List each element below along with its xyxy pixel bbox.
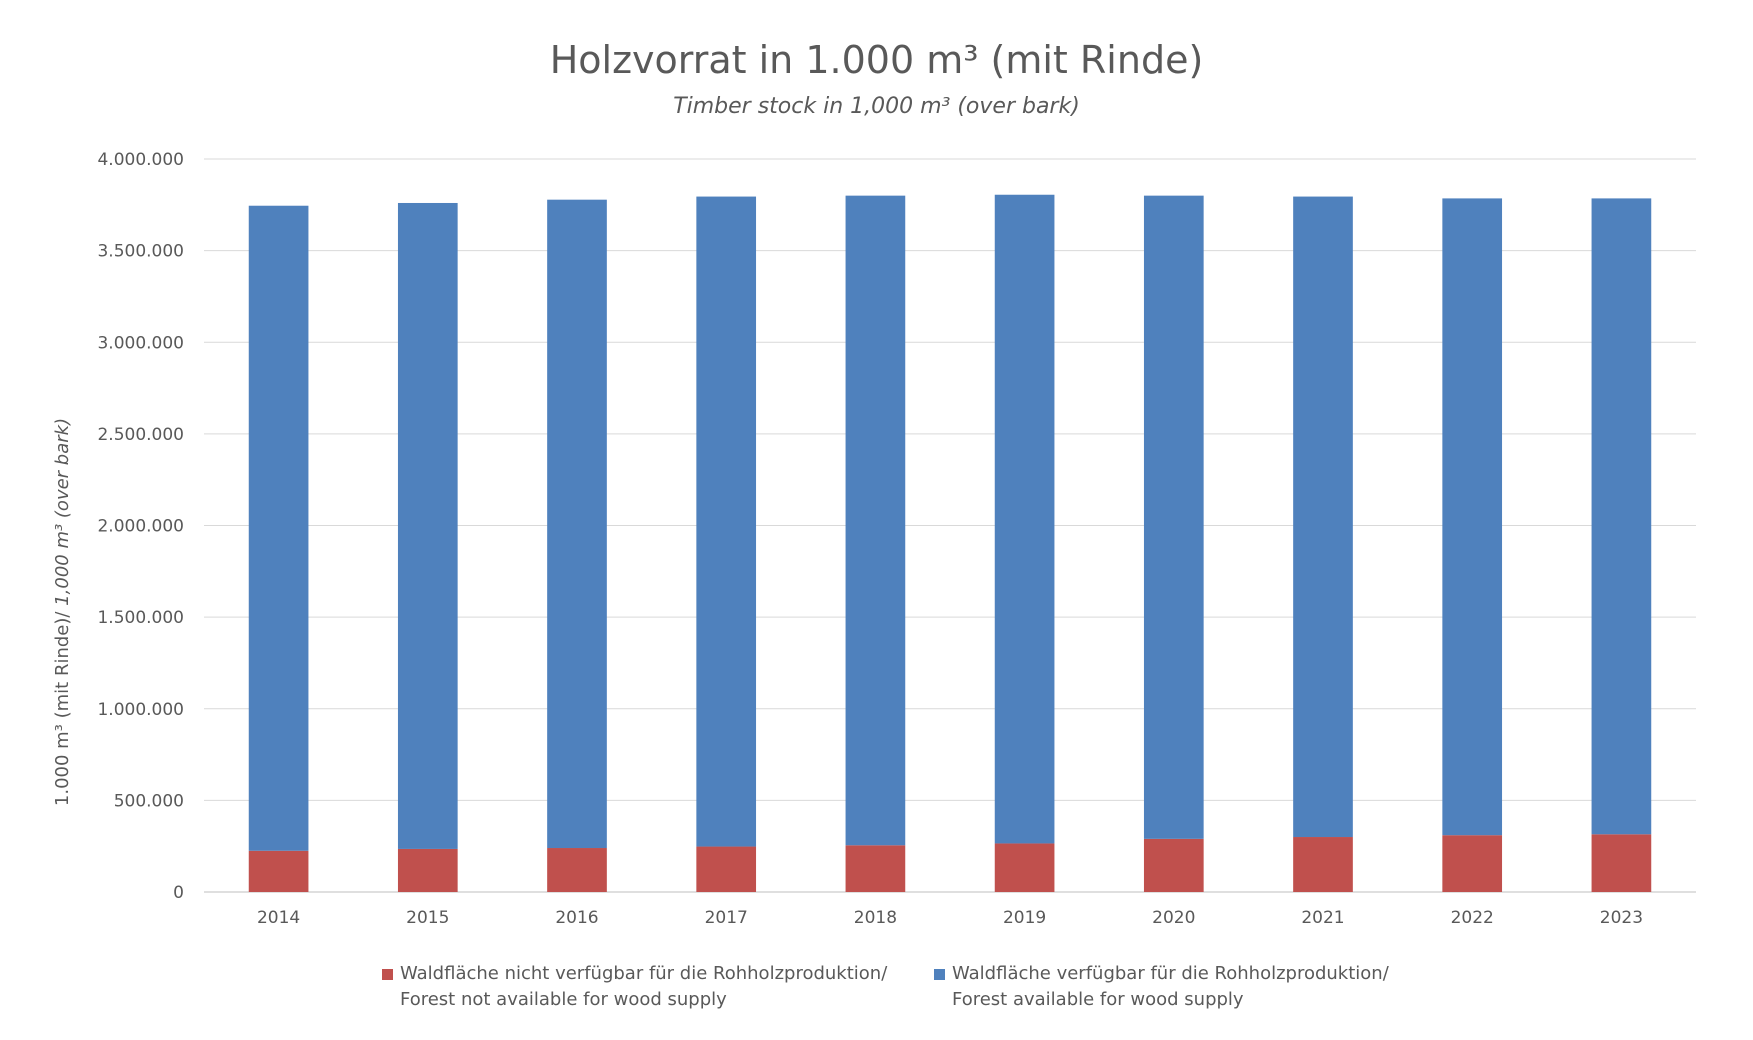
x-tick-label-2014: 2014 bbox=[257, 908, 300, 928]
y-tick-label: 1.500.000 bbox=[97, 608, 184, 628]
y-tick-label: 0 bbox=[173, 883, 184, 903]
bar-available-2023 bbox=[1591, 198, 1652, 835]
bar-not-available-2014 bbox=[248, 850, 309, 892]
bar-available-2014 bbox=[248, 205, 309, 851]
legend-label-available: Waldfläche verfügbar für die Rohholzprod… bbox=[952, 963, 1389, 984]
x-tick-label-2022: 2022 bbox=[1451, 908, 1494, 928]
bar-available-2016 bbox=[547, 199, 607, 849]
x-tick-label-2015: 2015 bbox=[406, 908, 449, 928]
legend-label-not-available-en: Forest not available for wood supply bbox=[400, 989, 727, 1010]
y-tick-label: 1.000.000 bbox=[97, 700, 184, 720]
bar-not-available-2022 bbox=[1442, 835, 1503, 892]
bar-not-available-2017 bbox=[696, 846, 757, 892]
bar-available-2021 bbox=[1293, 196, 1353, 838]
x-tick-label-2017: 2017 bbox=[705, 908, 748, 928]
bar-not-available-2019 bbox=[994, 843, 1055, 892]
y-axis-label-de: 1.000 m³ (mit Rinde)/ bbox=[52, 606, 73, 806]
bar-not-available-2021 bbox=[1293, 837, 1353, 892]
y-tick-label: 3.000.000 bbox=[97, 333, 184, 353]
y-axis-label-en: 1,000 m³ (over bark) bbox=[52, 418, 73, 606]
x-tick-label-2019: 2019 bbox=[1003, 908, 1046, 928]
x-tick-label-2016: 2016 bbox=[555, 908, 598, 928]
bar-available-2022 bbox=[1442, 198, 1503, 836]
bar-not-available-2015 bbox=[397, 848, 458, 892]
bar-available-2019 bbox=[994, 194, 1055, 844]
y-axis-label: 1.000 m³ (mit Rinde)/ 1,000 m³ (over bar… bbox=[52, 418, 73, 806]
bar-available-2020 bbox=[1143, 195, 1204, 839]
chart-title: Holzvorrat in 1.000 m³ (mit Rinde) bbox=[549, 38, 1204, 82]
bar-available-2015 bbox=[397, 202, 458, 849]
bar-not-available-2018 bbox=[845, 845, 906, 892]
y-tick-label: 2.000.000 bbox=[97, 517, 184, 537]
y-tick-label: 3.500.000 bbox=[97, 242, 184, 262]
legend-label-not-available: Waldfläche nicht verfügbar für die Rohho… bbox=[400, 963, 888, 984]
y-tick-label: 4.000.000 bbox=[97, 150, 184, 170]
legend-swatch-available bbox=[934, 969, 945, 980]
bar-available-2017 bbox=[696, 196, 757, 847]
x-tick-label-2023: 2023 bbox=[1600, 908, 1643, 928]
chart-subtitle: Timber stock in 1,000 m³ (over bark) bbox=[673, 94, 1080, 119]
x-tick-label-2018: 2018 bbox=[854, 908, 897, 928]
bars bbox=[248, 194, 1652, 892]
x-axis-ticks: 2014 2015 2016 2017 2018 2019 2020 2021 2022 2023 bbox=[257, 908, 1643, 928]
x-tick-label-2021: 2021 bbox=[1301, 908, 1344, 928]
bar-available-2018 bbox=[845, 195, 906, 846]
bar-not-available-2023 bbox=[1591, 834, 1652, 892]
bar-not-available-2016 bbox=[547, 848, 607, 892]
x-tick-label-2020: 2020 bbox=[1152, 908, 1195, 928]
y-tick-label: 500.000 bbox=[114, 791, 184, 811]
legend-label-available-en: Forest available for wood supply bbox=[952, 989, 1244, 1010]
y-axis-ticks: 0 500.000 1.000.000 1.500.000 2.000.000 2.500… bbox=[97, 150, 184, 903]
legend-swatch-not-available bbox=[382, 969, 393, 980]
bar-not-available-2020 bbox=[1143, 838, 1204, 892]
y-tick-label: 2.500.000 bbox=[97, 425, 184, 445]
